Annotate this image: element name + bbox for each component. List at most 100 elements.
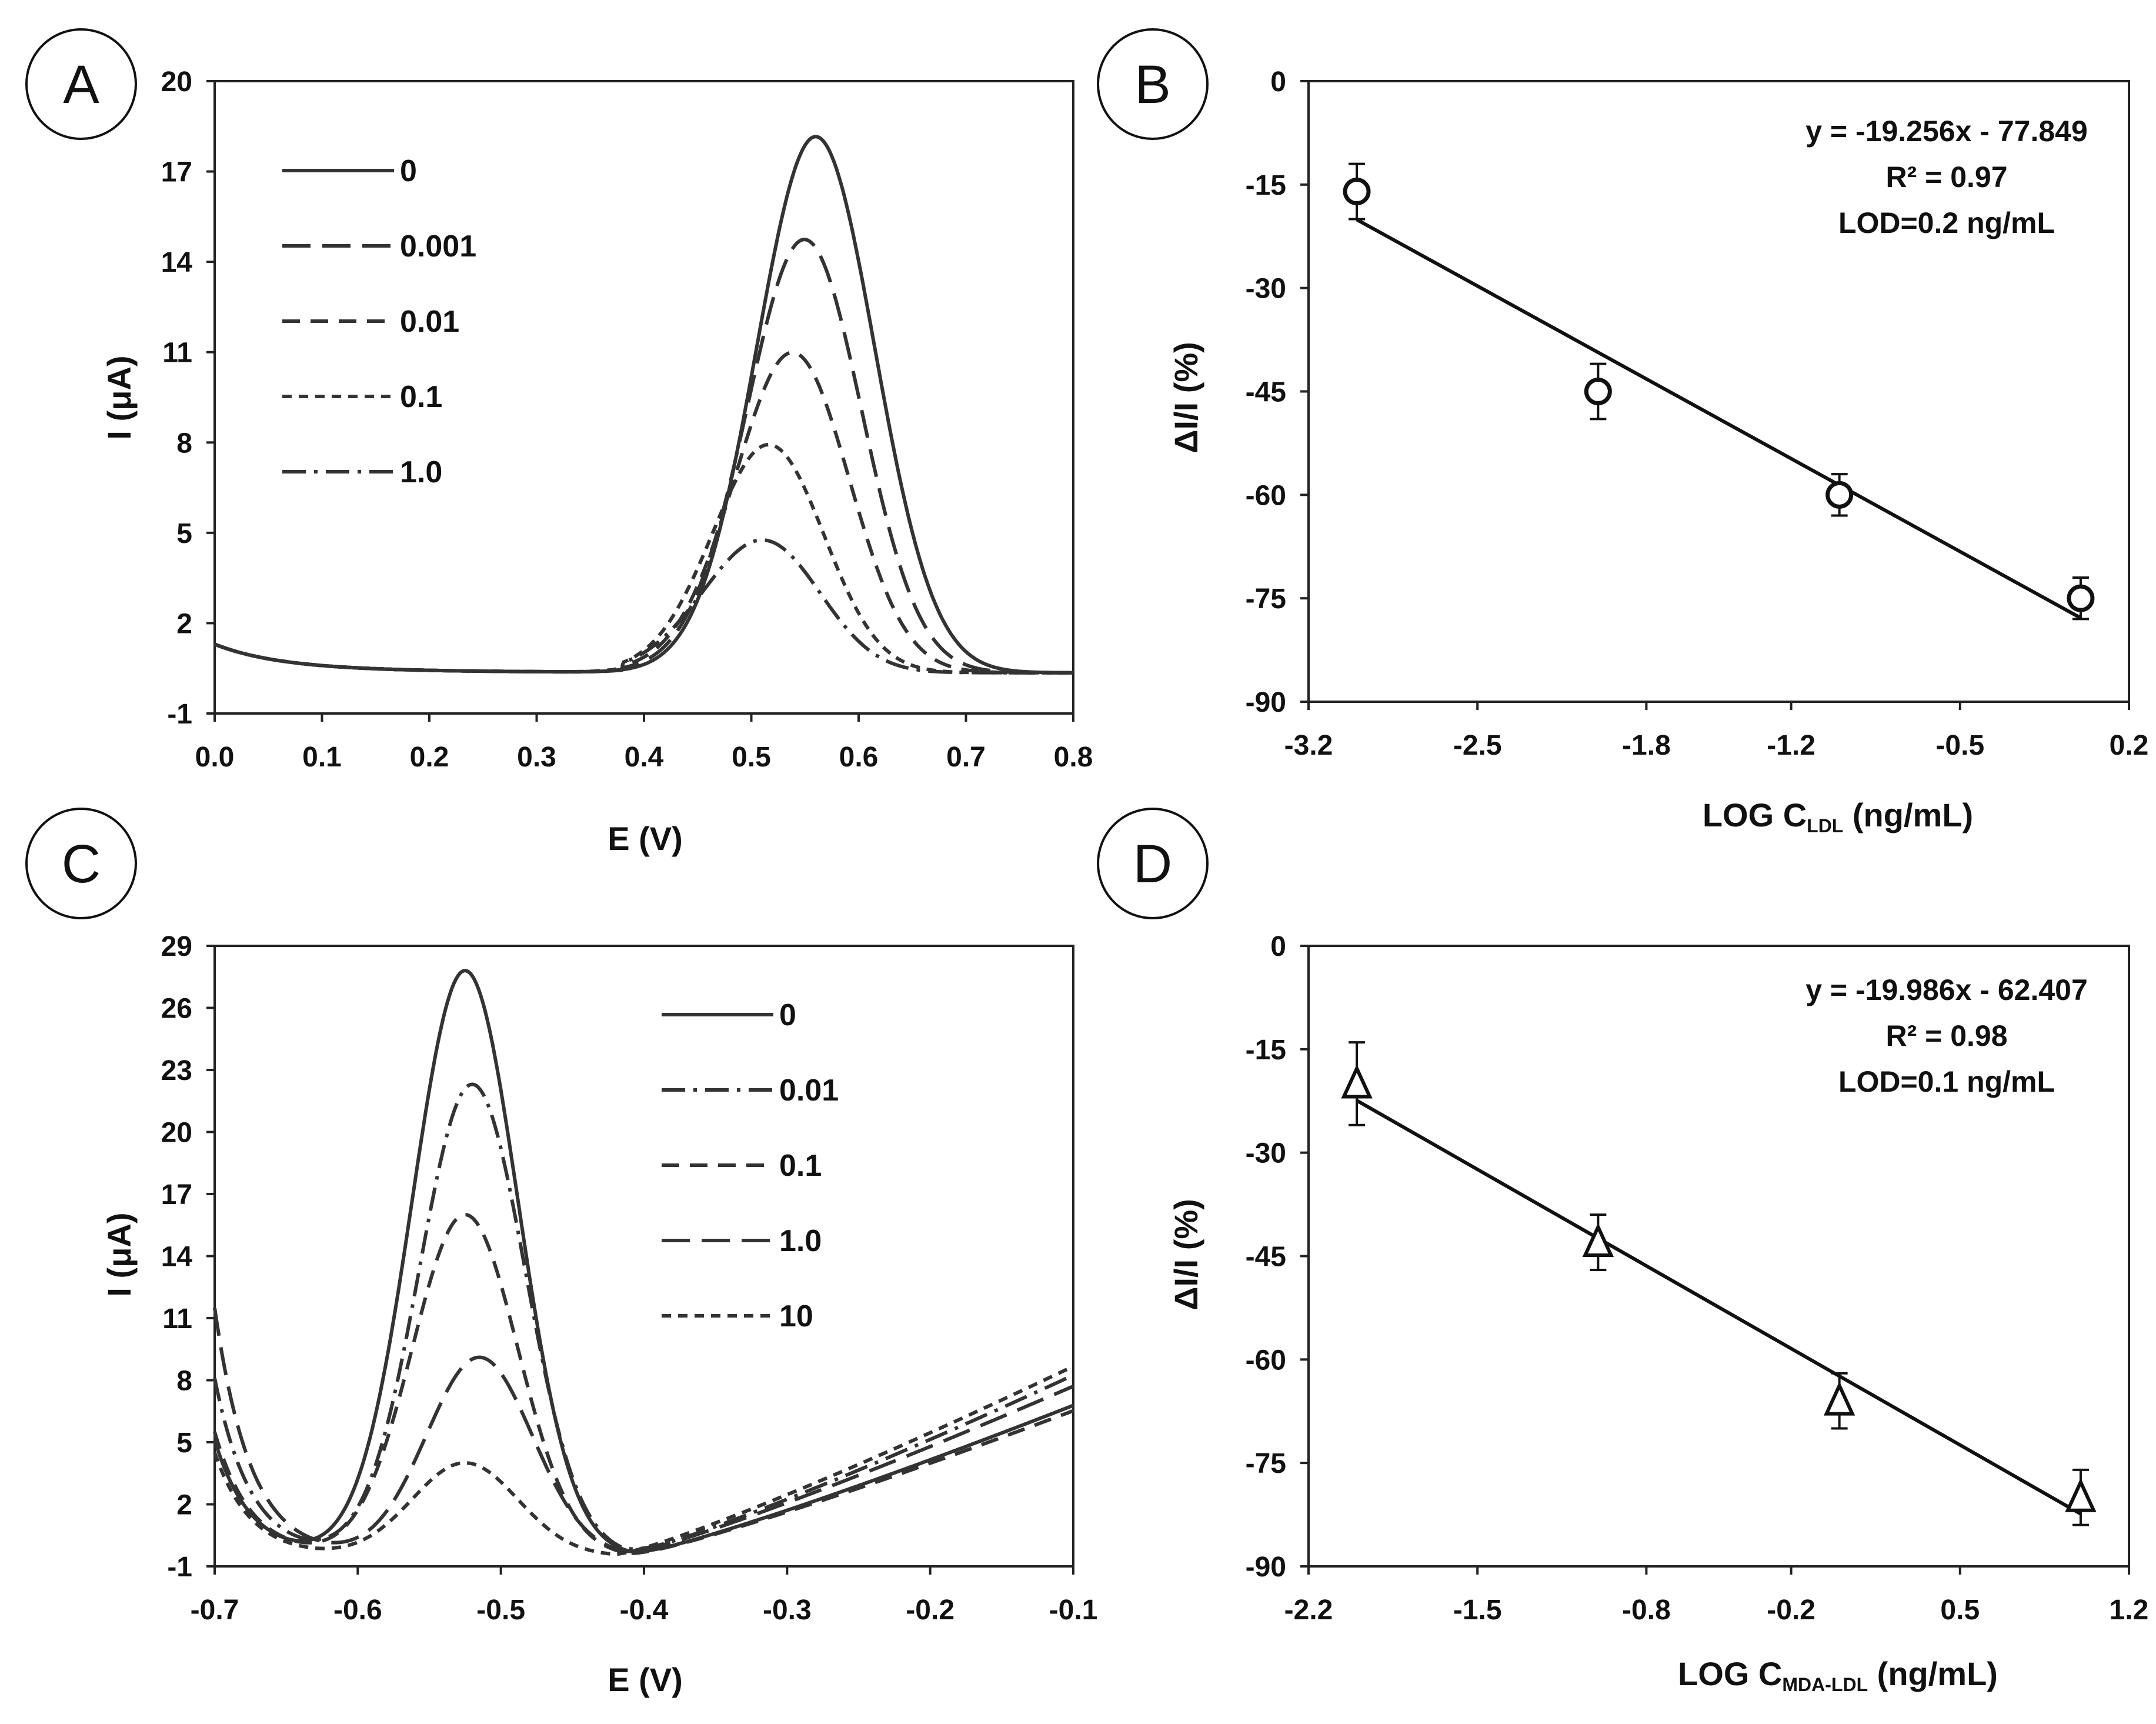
y-tick-label: -1 (167, 699, 192, 730)
y-tick-label: 20 (161, 66, 192, 98)
legend-label-0: 0 (779, 998, 796, 1032)
y-tick-label: 14 (161, 247, 193, 278)
panel-a-x-axis-label: E (V) (608, 820, 683, 857)
y-tick-label: 29 (161, 931, 192, 962)
panel-d-lod: LOD=0.1 ng/mL (1838, 1065, 2055, 1098)
series-line-10 (213, 1365, 1074, 1556)
series-line-1.0 (213, 1307, 1074, 1553)
y-tick-label: 11 (162, 1303, 192, 1335)
x-tick-label: -0.2 (906, 1595, 954, 1626)
panel-b-letter: B (1134, 55, 1170, 115)
y-tick-label: -60 (1246, 1345, 1286, 1376)
y-tick-label: 0 (1270, 66, 1286, 98)
x-tick-label: -1.5 (1453, 1595, 1502, 1626)
panel-b: B ΔI/I (%) LOG CLDL (ng/mL) y = -19.256x… (1097, 28, 2149, 836)
y-tick-label: 5 (176, 1428, 192, 1459)
x-tick-label: 0.3 (517, 742, 556, 773)
data-point-2 (1825, 481, 1854, 509)
y-tick-label: 8 (176, 1366, 192, 1397)
panel-d-y-axis-label: ΔI/I (%) (1167, 1199, 1204, 1310)
panel-c-badge (25, 808, 137, 919)
legend-label-0: 0 (400, 154, 417, 188)
legend-label-0.001: 0.001 (400, 229, 476, 264)
y-tick-label: -90 (1246, 687, 1286, 718)
x-tick-label: 0.1 (302, 742, 342, 773)
legend-label-10: 10 (779, 1299, 813, 1333)
x-tick-label: -1.8 (1622, 730, 1671, 761)
legend-label-0.01: 0.01 (779, 1073, 839, 1108)
y-tick-label: -30 (1246, 274, 1286, 305)
y-tick-label: -60 (1246, 480, 1286, 511)
y-tick-label: -1 (167, 1552, 192, 1583)
panel-c: C E (V) I (μA) -1 2 5 8 11 14 17 20 23 26 29 -0.7 -0… (25, 808, 1098, 1698)
y-tick-label: 0 (1270, 931, 1286, 962)
panel-b-y-axis-label: ΔI/I (%) (1167, 342, 1204, 453)
x-tick-label: -3.2 (1284, 730, 1333, 761)
series-line-0.1 (213, 1213, 1074, 1555)
panel-c-letter: C (62, 834, 101, 894)
y-tick-label: -15 (1246, 1035, 1286, 1066)
panel-d-x-axis-label: LOG CMDA-LDL (ng/mL) (1678, 1655, 1998, 1695)
panel-a: A E (V) I (μA) -1 2 5 8 11 14 17 20 0.0 0.1 0.2 0.3… (25, 28, 1093, 857)
legend-label-1.0: 1.0 (400, 455, 442, 489)
data-point-0 (1341, 1064, 1373, 1099)
x-tick-label: 0.6 (839, 742, 879, 773)
y-tick-label: -75 (1246, 583, 1286, 615)
x-tick-label: 1.2 (2110, 1595, 2149, 1626)
series-line-1.0 (213, 538, 1073, 675)
x-tick-label: -0.1 (1049, 1595, 1098, 1626)
panel-c-y-axis-label: I (μA) (101, 1212, 138, 1296)
x-tick-label: 0.5 (732, 742, 771, 773)
y-tick-label: 11 (162, 338, 192, 369)
y-tick-label: -30 (1246, 1138, 1286, 1169)
y-tick-label: -45 (1246, 377, 1286, 408)
panel-c-x-axis-label: E (V) (608, 1661, 683, 1698)
y-tick-label: -45 (1246, 1242, 1286, 1273)
y-tick-label: 2 (176, 608, 192, 639)
y-tick-label: 20 (161, 1118, 192, 1149)
x-tick-label: -1.2 (1767, 730, 1815, 761)
y-tick-label: 17 (161, 157, 192, 188)
y-tick-label: -15 (1246, 170, 1286, 201)
data-point-1 (1582, 1222, 1614, 1258)
x-tick-label: -0.3 (763, 1595, 812, 1626)
x-tick-label: 0.7 (946, 742, 986, 773)
data-point-1 (1584, 378, 1612, 405)
x-tick-label: -0.5 (1935, 730, 1984, 761)
y-tick-label: 14 (161, 1242, 193, 1273)
x-tick-label: -0.4 (620, 1595, 669, 1626)
panel-d-letter: D (1133, 834, 1172, 894)
x-tick-label: 0.8 (1054, 742, 1093, 773)
trendline (1356, 218, 2082, 620)
y-tick-label: 26 (161, 993, 192, 1025)
legend-label-0.1: 0.1 (400, 380, 442, 414)
x-tick-label: -0.8 (1622, 1595, 1671, 1626)
panel-b-r-squared: R² = 0.97 (1885, 161, 2007, 194)
panel-a-badge (25, 28, 137, 140)
y-tick-label: -90 (1246, 1552, 1286, 1583)
y-tick-label: 23 (161, 1055, 192, 1086)
x-tick-label: 0.5 (1940, 1595, 1980, 1626)
panel-b-equation: y = -19.256x - 77.849 (1805, 115, 2088, 148)
panel-b-badge (1097, 28, 1209, 140)
panel-d-r-squared: R² = 0.98 (1885, 1019, 2007, 1052)
y-tick-label: 8 (176, 428, 192, 459)
panel-d-equation: y = -19.986x - 62.407 (1805, 973, 2088, 1006)
y-tick-label: 2 (176, 1490, 192, 1521)
data-point-3 (2067, 584, 2095, 612)
x-tick-label: 0.2 (410, 742, 449, 773)
panel-a-y-axis-label: I (μA) (101, 355, 138, 439)
x-tick-label: 0.2 (2110, 730, 2149, 761)
x-tick-label: -0.2 (1767, 1595, 1815, 1626)
panel-b-lod: LOD=0.2 ng/mL (1838, 206, 2055, 239)
legend-label-1.0: 1.0 (779, 1224, 822, 1258)
x-tick-label: -0.5 (476, 1595, 525, 1626)
legend-label-0.01: 0.01 (400, 305, 459, 339)
panel-d: D ΔI/I (%) LOG CMDA-LDL (ng/mL) y = -19.… (1097, 808, 2149, 1695)
data-point-3 (2065, 1478, 2097, 1512)
x-tick-label: 0.4 (625, 742, 664, 773)
y-tick-label: -75 (1246, 1448, 1286, 1479)
x-tick-label: -0.7 (191, 1595, 239, 1626)
